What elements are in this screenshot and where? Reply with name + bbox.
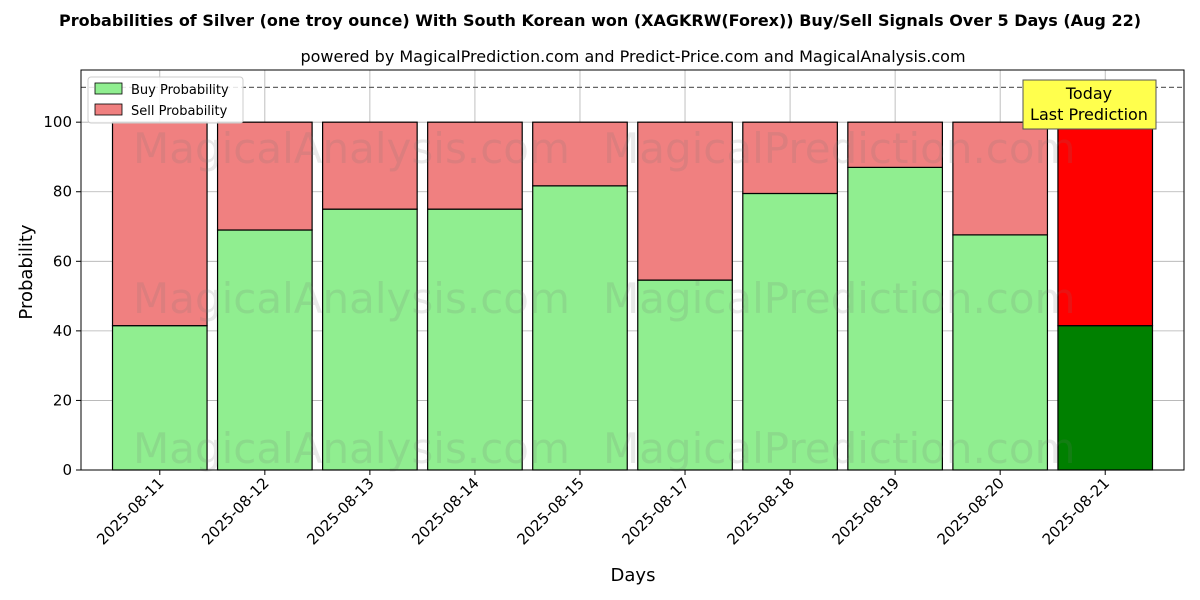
sell-bar [322,121,418,210]
today-annotation-box [1022,79,1157,130]
sell-bar [427,121,523,210]
legend: Buy Probability Sell Probability [87,76,244,124]
plot-frame [80,69,1185,471]
watermark-text: MagicalAnalysis.com [133,124,570,173]
y-tick-label: 100 [43,113,72,131]
last-prediction-label: Last Prediction [1030,105,1148,124]
buy-bar [952,234,1049,471]
today-label: Today [1065,84,1112,103]
y-axis: 0 20 40 60 80 100 [43,113,81,479]
buy-bar [637,279,733,471]
sell-bar [532,121,628,187]
buy-bar [1057,325,1154,471]
y-tick-label: 0 [62,461,72,479]
y-tick-label: 40 [53,322,72,340]
y-tick-label: 80 [53,183,72,201]
buy-bar [427,208,523,471]
x-axis-label: Days [611,565,656,586]
legend-sell-swatch [94,103,123,116]
sell-bar [1057,121,1154,327]
legend-sell-label: Sell Probability [131,104,228,119]
watermark-text: MagicalPrediction.com [603,424,1076,473]
buy-bar [532,185,628,471]
legend-buy-label: Buy Probability [131,83,229,98]
legend-box [87,76,244,124]
sell-bar [952,121,1049,236]
chart-subtitle: powered by MagicalPrediction.com and Pre… [300,47,965,66]
watermark-text: MagicalAnalysis.com [133,274,570,323]
legend-buy-swatch [94,82,123,95]
watermark-text: MagicalPrediction.com [603,124,1076,173]
y-tick-label: 20 [53,391,72,409]
bars [111,121,1154,471]
sell-bar [742,121,838,195]
buy-bar [216,229,313,471]
y-tick-label: 60 [53,252,72,270]
watermarks: MagicalAnalysis.com MagicalPrediction.com… [133,124,1076,473]
buy-bar [742,192,838,471]
sell-bar [216,121,313,231]
sell-bar [637,121,733,281]
sell-bar [111,121,208,327]
watermark-text: MagicalPrediction.com [603,274,1076,323]
sell-bar [847,121,943,168]
today-annotation: Today Last Prediction [1022,79,1157,130]
chart-title: Probabilities of Silver (one troy ounce)… [59,11,1141,30]
y-axis-label: Probability [16,224,37,319]
buy-bar [322,208,418,471]
watermark-text: MagicalAnalysis.com [133,424,570,473]
